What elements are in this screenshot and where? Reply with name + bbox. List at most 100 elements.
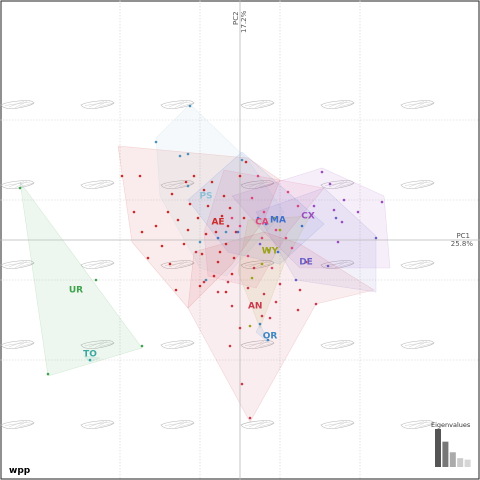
data-point-ae bbox=[160, 244, 164, 248]
data-point-cx bbox=[332, 208, 336, 212]
wing-outline-icon bbox=[160, 420, 195, 429]
data-point-ma bbox=[276, 250, 280, 254]
data-point-wy bbox=[250, 276, 254, 280]
wing-outline-icon bbox=[400, 180, 435, 189]
hull-an bbox=[187, 231, 375, 423]
data-point-an bbox=[248, 416, 252, 420]
wing-outline-icon bbox=[320, 100, 355, 109]
data-point-ae bbox=[224, 290, 228, 294]
data-point-de bbox=[326, 264, 330, 268]
data-point-cx bbox=[340, 220, 344, 224]
data-point-ma bbox=[216, 236, 220, 240]
x-axis-title: PC1 bbox=[456, 232, 470, 240]
group-label-de: DE bbox=[299, 258, 313, 268]
data-point-de bbox=[258, 242, 262, 246]
wing-outline-icon bbox=[240, 340, 275, 349]
data-point-ae bbox=[184, 180, 188, 184]
data-point-ma bbox=[236, 230, 240, 234]
data-point-ps bbox=[186, 184, 190, 188]
data-point-ae bbox=[192, 174, 196, 178]
data-point-an bbox=[298, 288, 302, 292]
data-point-de bbox=[294, 278, 298, 282]
data-point-an bbox=[268, 316, 272, 320]
data-point-ae bbox=[230, 272, 234, 276]
wing-outline-icon bbox=[80, 180, 115, 189]
data-point-an bbox=[278, 282, 282, 286]
wing-outline-icon bbox=[400, 340, 435, 349]
data-point-ae bbox=[216, 260, 220, 264]
wing-outline-icon bbox=[160, 180, 195, 189]
wing-outline-icon bbox=[320, 180, 355, 189]
data-point-ur bbox=[18, 186, 22, 190]
data-point-ca bbox=[230, 216, 234, 220]
data-point-ae bbox=[168, 262, 172, 266]
data-point-an bbox=[260, 314, 264, 318]
data-point-ae bbox=[232, 256, 236, 260]
data-point-ps bbox=[204, 278, 208, 282]
data-point-ur bbox=[46, 372, 50, 376]
eigenvalue-bar bbox=[464, 459, 471, 467]
hull-or bbox=[255, 323, 269, 343]
data-point-cx bbox=[336, 240, 340, 244]
data-point-ae bbox=[218, 250, 222, 254]
data-point-ps bbox=[178, 154, 182, 158]
data-point-ps bbox=[186, 152, 190, 156]
hull-to bbox=[83, 355, 101, 363]
data-point-an bbox=[194, 250, 198, 254]
data-point-cx bbox=[312, 204, 316, 208]
hull-ma bbox=[187, 151, 325, 265]
data-point-ae bbox=[224, 242, 228, 246]
wing-outline-icon bbox=[240, 100, 275, 109]
eigenvalue-bar bbox=[457, 458, 464, 467]
x-axis-variance: 25.8% bbox=[451, 240, 474, 248]
data-point-ca bbox=[270, 266, 274, 270]
data-point-ca bbox=[250, 196, 254, 200]
data-point-ae bbox=[242, 216, 246, 220]
group-label-ae: AE bbox=[211, 218, 224, 228]
data-point-ps bbox=[198, 240, 202, 244]
data-point-wy bbox=[278, 228, 282, 232]
data-point-an bbox=[202, 280, 206, 284]
data-point-ma bbox=[300, 224, 304, 228]
data-point-ae bbox=[186, 228, 190, 232]
data-point-ae bbox=[220, 214, 224, 218]
data-point-ae bbox=[120, 174, 124, 178]
data-point-ca bbox=[238, 224, 242, 228]
group-label-ca: CA bbox=[255, 218, 269, 228]
data-point-ca bbox=[262, 210, 266, 214]
wing-outline-icon bbox=[0, 100, 35, 109]
data-point-to bbox=[88, 358, 92, 362]
wing-outline-icon bbox=[160, 260, 195, 269]
data-point-wy bbox=[266, 248, 270, 252]
data-point-ae bbox=[188, 202, 192, 206]
eigenvalue-bar bbox=[442, 441, 449, 467]
data-point-an bbox=[246, 286, 250, 290]
data-point-cx bbox=[342, 198, 346, 202]
data-point-an bbox=[238, 326, 242, 330]
y-axis-title: PC2 bbox=[232, 11, 240, 25]
data-point-ae bbox=[210, 180, 214, 184]
data-point-an bbox=[304, 260, 308, 264]
data-point-wy bbox=[248, 324, 252, 328]
data-point-ae bbox=[146, 256, 150, 260]
data-point-ma bbox=[264, 222, 268, 226]
data-point-ca bbox=[260, 236, 264, 240]
hull-ae bbox=[117, 145, 281, 309]
data-point-an bbox=[226, 280, 230, 284]
data-point-cx bbox=[328, 182, 332, 186]
data-point-an bbox=[216, 290, 220, 294]
data-point-an bbox=[252, 266, 256, 270]
data-point-ae bbox=[170, 192, 174, 196]
data-point-wy bbox=[260, 262, 264, 266]
corner-label: wpp bbox=[9, 466, 31, 476]
data-point-ae bbox=[206, 204, 210, 208]
data-point-ca bbox=[246, 254, 250, 258]
data-point-ps bbox=[224, 230, 228, 234]
data-point-cx bbox=[320, 170, 324, 174]
hull-ur bbox=[19, 181, 143, 377]
wing-outline-icon bbox=[320, 340, 355, 349]
data-point-ur bbox=[140, 344, 144, 348]
wing-outline-icon bbox=[160, 340, 195, 349]
